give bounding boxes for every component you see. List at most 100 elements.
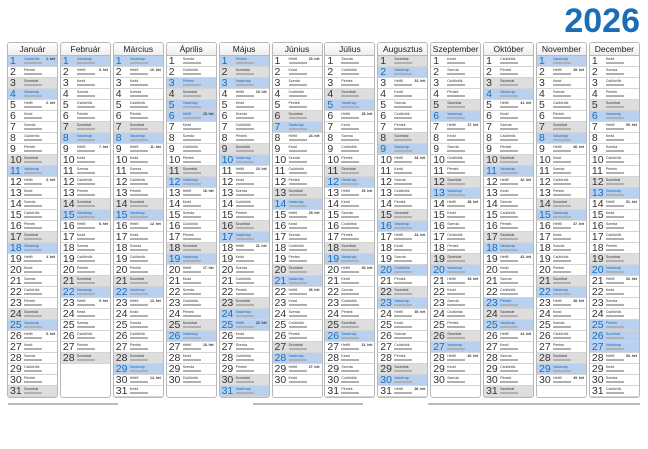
- day-cell[interactable]: 17 Kedd: [113, 231, 163, 243]
- day-cell[interactable]: 30 Péntek: [484, 374, 534, 386]
- day-cell[interactable]: 12 Hétfő 3. hét: [8, 176, 57, 188]
- day-cell[interactable]: 4 Szerda: [113, 88, 163, 100]
- day-cell[interactable]: 31 Kedd: [113, 385, 163, 397]
- day-cell[interactable]: 9 Csütörtök: [166, 143, 216, 155]
- day-cell[interactable]: 21 Kedd: [166, 275, 216, 287]
- day-cell[interactable]: 29 Vasárnap: [537, 363, 586, 375]
- day-cell[interactable]: 3 Vasárnap: [219, 77, 269, 89]
- day-cell[interactable]: 19 Csütörtök: [537, 253, 586, 265]
- day-cell[interactable]: 16 Szerda: [431, 220, 481, 232]
- day-cell[interactable]: 24 Szerda: [272, 308, 322, 320]
- day-cell[interactable]: 6 Péntek: [60, 110, 110, 122]
- day-cell[interactable]: 15 Csütörtök: [8, 209, 57, 221]
- day-cell[interactable]: 19 Csütörtök: [113, 253, 163, 265]
- day-cell[interactable]: 20 Kedd: [8, 264, 57, 276]
- day-cell[interactable]: 20 Szerda: [219, 264, 269, 276]
- day-cell[interactable]: 23 Szombat: [219, 297, 269, 309]
- day-cell[interactable]: 8 Szerda: [166, 132, 216, 144]
- day-cell[interactable]: 25 Csütörtök: [272, 319, 322, 331]
- day-cell[interactable]: 14 Szombat: [113, 198, 163, 210]
- day-cell[interactable]: 3 Kedd: [60, 77, 110, 89]
- day-cell[interactable]: 22 Kedd: [589, 286, 639, 298]
- day-cell[interactable]: 6 Péntek: [537, 110, 586, 122]
- day-cell[interactable]: 2 Csütörtök: [166, 66, 216, 78]
- day-cell[interactable]: 25 Szombat: [325, 319, 375, 331]
- day-cell[interactable]: 21 Szombat: [537, 275, 586, 287]
- day-cell[interactable]: 27 Hétfő 31. hét: [325, 341, 375, 353]
- day-cell[interactable]: 21 Csütörtök: [219, 275, 269, 287]
- day-cell[interactable]: 7 Hétfő 37. hét: [431, 121, 481, 133]
- day-cell[interactable]: 10 Péntek: [166, 154, 216, 166]
- day-cell[interactable]: 16 Kedd: [272, 220, 322, 232]
- day-cell[interactable]: 14 Hétfő 38. hét: [431, 198, 481, 210]
- day-cell[interactable]: 24 Péntek: [325, 308, 375, 320]
- day-cell[interactable]: 5 Csütörtök: [113, 99, 163, 111]
- day-cell[interactable]: 22 Csütörtök: [484, 286, 534, 298]
- day-cell[interactable]: 31 Szombat: [8, 385, 57, 397]
- day-cell[interactable]: 17 Kedd: [537, 231, 586, 243]
- day-cell[interactable]: 10 Csütörtök: [431, 154, 481, 166]
- day-cell[interactable]: 21 Hétfő 52. hét: [589, 275, 639, 287]
- day-cell[interactable]: 5 Szerda: [378, 99, 428, 111]
- day-cell[interactable]: 19 Hétfő 4. hét: [8, 253, 57, 265]
- day-cell[interactable]: 7 Hétfő 50. hét: [589, 121, 639, 133]
- day-cell[interactable]: 23 Kedd: [272, 297, 322, 309]
- day-cell[interactable]: 21 Szerda: [8, 275, 57, 287]
- day-cell[interactable]: 29 Csütörtök: [484, 363, 534, 375]
- day-cell[interactable]: 21 Szerda: [484, 275, 534, 287]
- day-cell[interactable]: 7 Szerda: [8, 121, 57, 133]
- day-cell[interactable]: 9 Csütörtök: [325, 143, 375, 155]
- day-cell[interactable]: 12 Csütörtök: [60, 176, 110, 188]
- day-cell[interactable]: 26 Hétfő 44. hét: [484, 330, 534, 342]
- day-cell[interactable]: 12 Csütörtök: [537, 176, 586, 188]
- day-cell[interactable]: 5 Kedd: [219, 99, 269, 111]
- day-cell[interactable]: 25 Hétfő 22. hét: [219, 319, 269, 331]
- day-cell[interactable]: 7 Szerda: [484, 121, 534, 133]
- day-cell[interactable]: 25 Vasárnap: [8, 319, 57, 331]
- day-cell[interactable]: 11 Péntek: [431, 165, 481, 177]
- day-cell[interactable]: 4 Szombat: [325, 88, 375, 100]
- day-cell[interactable]: 27 Péntek: [537, 341, 586, 353]
- day-cell[interactable]: 19 Kedd: [219, 253, 269, 265]
- day-cell[interactable]: 27 Péntek: [113, 341, 163, 353]
- day-cell[interactable]: 23 Hétfő 9. hét: [60, 297, 110, 309]
- day-cell[interactable]: 1 Hétfő 23. hét: [272, 55, 322, 67]
- day-cell[interactable]: 1 Szerda: [166, 55, 216, 67]
- day-cell[interactable]: 3 Szombat: [484, 77, 534, 89]
- day-cell[interactable]: 20 Hétfő 30. hét: [325, 264, 375, 276]
- day-cell[interactable]: 18 Vasárnap: [8, 242, 57, 254]
- day-cell[interactable]: 1 Kedd: [589, 55, 639, 67]
- day-cell[interactable]: 18 Szombat: [325, 242, 375, 254]
- day-cell[interactable]: 31 Péntek: [325, 385, 375, 397]
- day-cell[interactable]: 4 Szerda: [60, 88, 110, 100]
- day-cell[interactable]: 6 Csütörtök: [378, 110, 428, 122]
- day-cell[interactable]: 10 Csütörtök: [589, 154, 639, 166]
- day-cell[interactable]: 21 Péntek: [378, 275, 428, 287]
- day-cell[interactable]: 4 Kedd: [378, 88, 428, 100]
- day-cell[interactable]: 19 Csütörtök: [60, 253, 110, 265]
- day-cell[interactable]: 28 Szombat: [60, 352, 110, 364]
- day-cell[interactable]: 14 Hétfő 51. hét: [589, 198, 639, 210]
- day-cell[interactable]: 3 Szombat: [8, 77, 57, 89]
- day-cell[interactable]: 21 Vasárnap: [272, 275, 322, 287]
- day-cell[interactable]: 13 Csütörtök: [378, 187, 428, 199]
- day-cell[interactable]: 17 Csütörtök: [431, 231, 481, 243]
- day-cell[interactable]: 1 Csütörtök 1. hét: [8, 55, 57, 67]
- day-cell[interactable]: 14 Szombat: [537, 198, 586, 210]
- day-cell[interactable]: 17 Szerda: [272, 231, 322, 243]
- day-cell[interactable]: 14 Vasárnap: [272, 198, 322, 210]
- day-cell[interactable]: 5 Csütörtök: [60, 99, 110, 111]
- day-cell[interactable]: 24 Kedd: [60, 308, 110, 320]
- day-cell[interactable]: 28 Szerda: [8, 352, 57, 364]
- day-cell[interactable]: 24 Hétfő 35. hét: [378, 308, 428, 320]
- day-cell[interactable]: 6 Hétfő 15. hét: [166, 110, 216, 122]
- day-cell[interactable]: 14 Szombat: [60, 198, 110, 210]
- day-cell[interactable]: 16 Péntek: [8, 220, 57, 232]
- day-cell[interactable]: 20 Csütörtök: [378, 264, 428, 276]
- day-cell[interactable]: 8 Csütörtök: [484, 132, 534, 144]
- day-cell[interactable]: 16 Hétfő 8. hét: [60, 220, 110, 232]
- day-cell[interactable]: 11 Kedd: [378, 165, 428, 177]
- day-cell[interactable]: 23 Csütörtök: [166, 297, 216, 309]
- day-cell[interactable]: 2 Péntek: [484, 66, 534, 78]
- day-cell[interactable]: 25 Vasárnap: [484, 319, 534, 331]
